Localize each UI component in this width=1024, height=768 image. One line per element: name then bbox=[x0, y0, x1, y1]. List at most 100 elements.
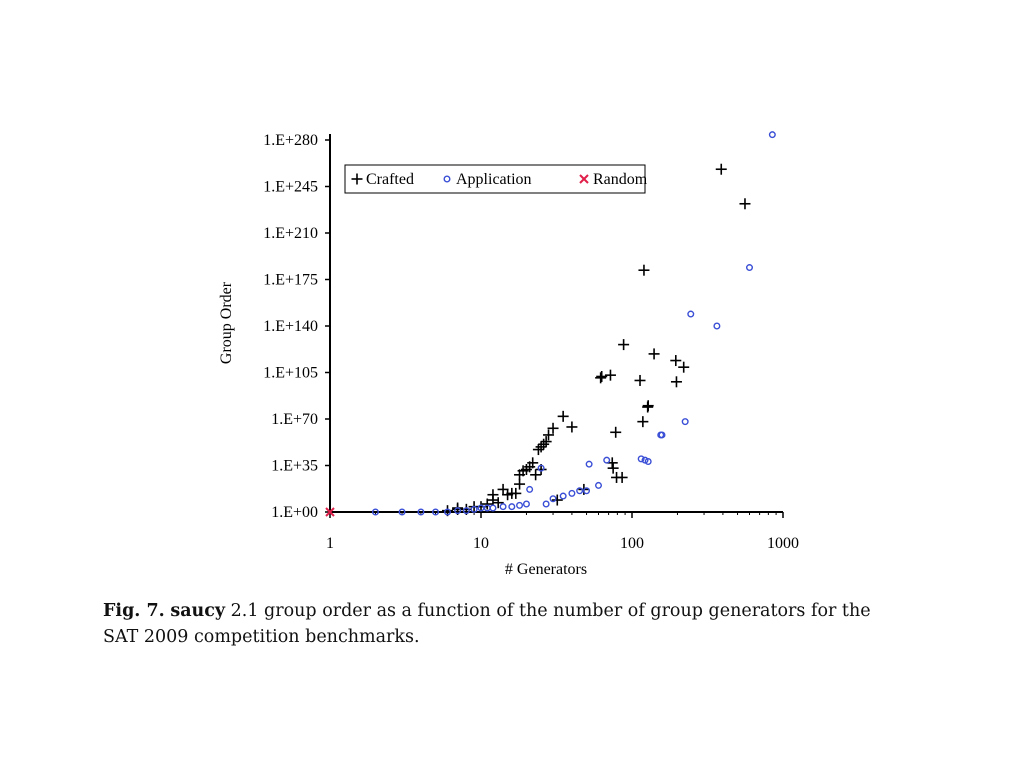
legend-label-random: Random bbox=[593, 171, 648, 188]
caption-label: Fig. 7. bbox=[103, 601, 165, 621]
data-point-crafted bbox=[543, 429, 555, 441]
data-point-application bbox=[768, 131, 776, 139]
data-point-application bbox=[644, 458, 652, 466]
data-point-crafted bbox=[530, 469, 542, 481]
y-tick-label: 1.E+00 bbox=[271, 504, 318, 521]
data-point-application bbox=[444, 508, 452, 516]
x-tick-label: 10 bbox=[473, 535, 489, 552]
data-point-crafted bbox=[596, 370, 608, 382]
data-point-application bbox=[470, 505, 478, 513]
data-point-application bbox=[568, 489, 576, 497]
data-point-crafted bbox=[634, 374, 646, 386]
data-point-crafted bbox=[642, 400, 654, 412]
x-b bbox=[325, 507, 335, 517]
data-point-crafted bbox=[678, 361, 690, 373]
data-point-crafted bbox=[618, 339, 630, 351]
data-point-application bbox=[516, 501, 524, 509]
data-point-application bbox=[583, 487, 591, 495]
data-point-application bbox=[595, 481, 603, 489]
data-point-application bbox=[417, 508, 425, 516]
data-point-application bbox=[637, 455, 645, 463]
data-point-crafted bbox=[739, 198, 751, 210]
y-tick-label: 1.E+210 bbox=[263, 225, 318, 242]
data-point-crafted bbox=[604, 369, 616, 381]
data-point-crafted bbox=[551, 494, 563, 506]
data-point-application bbox=[499, 503, 507, 511]
data-point-application bbox=[371, 508, 379, 516]
legend-box bbox=[344, 164, 646, 194]
data-points bbox=[325, 131, 776, 517]
legend-label-crafted: Crafted bbox=[366, 171, 414, 188]
y-tick-label: 1.E+140 bbox=[263, 318, 318, 335]
data-point-crafted bbox=[616, 471, 628, 483]
legend-marker-application bbox=[443, 175, 451, 183]
data-point-application bbox=[454, 507, 462, 515]
y-tick-label: 1.E+105 bbox=[263, 365, 318, 382]
x-tick-label: 100 bbox=[620, 535, 644, 552]
data-point-crafted bbox=[532, 444, 544, 456]
data-point-application bbox=[508, 503, 516, 511]
data-point-application bbox=[462, 507, 470, 515]
data-point-crafted bbox=[607, 462, 619, 474]
data-point-crafted bbox=[557, 410, 569, 422]
data-point-application bbox=[537, 464, 545, 472]
data-point-crafted bbox=[595, 372, 607, 384]
series-random bbox=[325, 507, 335, 517]
scatter-chart: 1.E+00 1.E+35 1.E+70 1.E+105 1.E+140 1.E+175 1… bbox=[218, 131, 799, 578]
data-point-crafted bbox=[514, 478, 526, 490]
legend-marker-random bbox=[579, 174, 589, 184]
data-point-application bbox=[398, 508, 406, 516]
x-tick-label: 1 bbox=[326, 535, 334, 552]
data-point-crafted bbox=[527, 457, 539, 469]
data-point-application bbox=[526, 485, 534, 493]
data-point-crafted bbox=[637, 416, 649, 428]
data-point-crafted bbox=[648, 348, 660, 360]
data-point-application bbox=[658, 431, 666, 439]
caption-tool-name: saucy bbox=[170, 601, 226, 621]
data-point-crafted bbox=[538, 438, 550, 450]
data-point-application bbox=[713, 322, 721, 330]
data-point-crafted bbox=[566, 421, 578, 433]
data-point-crafted bbox=[481, 498, 493, 510]
data-point-application bbox=[603, 456, 611, 464]
data-point-crafted bbox=[487, 489, 499, 501]
data-point-crafted bbox=[670, 376, 682, 388]
y-axis-label: Group Order bbox=[218, 281, 235, 364]
data-point-crafted bbox=[638, 264, 650, 276]
y-tick-label: 1.E+175 bbox=[263, 272, 318, 289]
data-point-application bbox=[432, 508, 440, 516]
data-point-crafted bbox=[535, 441, 547, 453]
data-point-crafted bbox=[540, 436, 552, 448]
caption-text-line1: 2.1 group order as a function of the num… bbox=[225, 601, 871, 621]
data-point-application bbox=[681, 418, 689, 426]
data-point-crafted bbox=[497, 483, 509, 495]
series-crafted bbox=[442, 163, 751, 517]
y-tick-label: 1.E+245 bbox=[263, 179, 318, 196]
y-tick-label: 1.E+70 bbox=[271, 411, 318, 428]
data-point-application bbox=[687, 310, 695, 318]
caption-text-line2: SAT 2009 competition benchmarks. bbox=[103, 627, 420, 647]
series-application bbox=[371, 131, 776, 516]
data-point-crafted bbox=[670, 355, 682, 367]
legend-label-application: Application bbox=[456, 171, 532, 188]
data-point-application bbox=[585, 460, 593, 468]
data-point-application bbox=[542, 500, 550, 508]
data-point-application bbox=[746, 264, 754, 272]
data-point-application bbox=[559, 492, 567, 500]
y-tick-label: 1.E+35 bbox=[271, 458, 318, 475]
data-point-application bbox=[522, 500, 530, 508]
figure-caption: Fig. 7. saucy 2.1 group order as a funct… bbox=[103, 598, 933, 650]
tick-labels: 1.E+00 1.E+35 1.E+70 1.E+105 1.E+140 1.E+175 1… bbox=[263, 132, 799, 552]
y-tick-label: 1.E+280 bbox=[263, 132, 318, 149]
data-point-application bbox=[489, 504, 497, 512]
data-point-random bbox=[325, 507, 335, 517]
data-point-crafted bbox=[510, 487, 522, 499]
data-point-crafted bbox=[715, 163, 727, 175]
data-point-crafted bbox=[547, 422, 559, 434]
data-point-crafted bbox=[610, 426, 622, 438]
legend: Crafted Application Random bbox=[344, 164, 648, 194]
data-point-application bbox=[549, 495, 557, 503]
x-b bbox=[579, 174, 589, 184]
data-point-application bbox=[576, 487, 584, 495]
